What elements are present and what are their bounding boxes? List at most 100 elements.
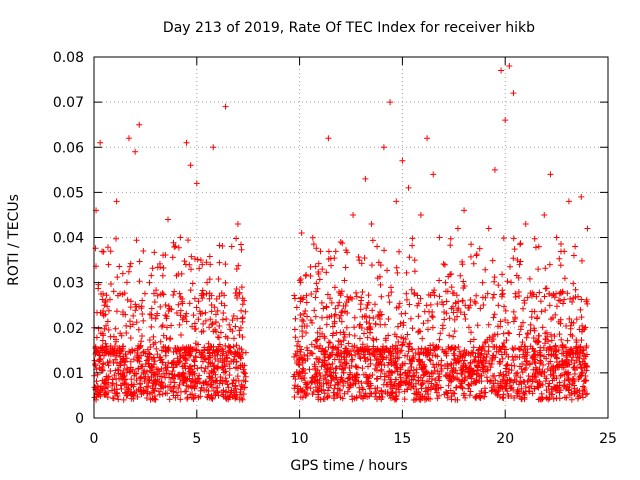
noise-point — [190, 395, 197, 402]
noise-point — [561, 383, 568, 390]
noise-point — [299, 316, 306, 323]
noise-point — [402, 335, 409, 342]
data-point — [541, 211, 548, 218]
noise-point — [202, 317, 209, 324]
data-point — [516, 261, 523, 268]
noise-point — [462, 394, 469, 401]
noise-point — [520, 319, 527, 326]
noise-point — [196, 378, 203, 385]
noise-point — [376, 394, 383, 401]
noise-point — [302, 393, 309, 400]
axis-ticks: 0 5 10 15 20 25 0 0.01 0.02 0.03 0.04 0.05 0.06 0.07 0… — [53, 50, 617, 447]
noise-point — [214, 307, 221, 314]
noise-point — [169, 368, 176, 375]
noise-point — [460, 363, 467, 370]
noise-point — [415, 356, 422, 363]
data-point — [380, 144, 387, 151]
noise-point — [373, 389, 380, 396]
noise-point — [495, 302, 502, 309]
noise-point — [185, 237, 192, 244]
noise-point — [154, 351, 161, 358]
data-point — [97, 139, 104, 146]
noise-point — [342, 365, 349, 372]
noise-point — [532, 371, 539, 378]
noise-point — [372, 321, 379, 328]
noise-point — [93, 334, 100, 341]
noise-point — [127, 318, 134, 325]
noise-point — [455, 344, 462, 351]
noise-point — [453, 360, 460, 367]
noise-point — [309, 234, 316, 241]
noise-point — [542, 335, 549, 342]
noise-point — [543, 355, 550, 362]
noise-point — [208, 344, 215, 351]
noise-point — [313, 280, 320, 287]
noise-point — [163, 313, 170, 320]
noise-point — [379, 345, 386, 352]
noise-point — [410, 353, 417, 360]
noise-point — [434, 382, 441, 389]
noise-point — [353, 395, 360, 402]
noise-point — [203, 259, 210, 266]
noise-point — [223, 378, 230, 385]
noise-point — [144, 390, 151, 397]
noise-point — [97, 388, 104, 395]
noise-point — [162, 348, 169, 355]
noise-point — [467, 297, 474, 304]
noise-point — [448, 271, 455, 278]
noise-point — [529, 390, 536, 397]
noise-point — [484, 367, 491, 374]
noise-point — [499, 287, 506, 294]
noise-point — [583, 377, 590, 384]
noise-point — [163, 367, 170, 374]
noise-point — [581, 384, 588, 391]
data-point — [559, 288, 566, 295]
noise-point — [531, 327, 538, 334]
noise-point — [221, 362, 228, 369]
noise-point — [417, 394, 424, 401]
noise-point — [135, 326, 142, 333]
noise-point — [452, 367, 459, 374]
noise-point — [393, 392, 400, 399]
noise-point — [557, 297, 564, 304]
noise-point — [564, 348, 571, 355]
noise-point — [503, 368, 510, 375]
noise-point — [341, 333, 348, 340]
noise-point — [463, 364, 470, 371]
noise-point — [578, 337, 585, 344]
data-point — [485, 225, 492, 232]
noise-point — [177, 353, 184, 360]
noise-point — [461, 311, 468, 318]
noise-point — [188, 253, 195, 260]
noise-point — [320, 305, 327, 312]
noise-point — [152, 339, 159, 346]
noise-point — [553, 375, 560, 382]
data-point — [578, 193, 585, 200]
noise-point — [574, 353, 581, 360]
noise-point — [520, 389, 527, 396]
noise-point — [366, 314, 373, 321]
data-point — [547, 171, 554, 178]
noise-point — [303, 299, 310, 306]
noise-point — [502, 346, 509, 353]
noise-point — [176, 381, 183, 388]
noise-point — [224, 355, 231, 362]
noise-point — [343, 360, 350, 367]
noise-point — [237, 241, 244, 248]
noise-point — [111, 347, 118, 354]
noise-point — [444, 394, 451, 401]
noise-point — [577, 361, 584, 368]
noise-point — [516, 293, 523, 300]
noise-point — [334, 392, 341, 399]
noise-point — [556, 331, 563, 338]
noise-point — [132, 307, 139, 314]
noise-point — [208, 301, 215, 308]
noise-point — [151, 393, 158, 400]
noise-point — [349, 295, 356, 302]
noise-point — [294, 385, 301, 392]
noise-point — [104, 303, 111, 310]
noise-point — [326, 368, 333, 375]
noise-point — [563, 323, 570, 330]
data-point — [491, 166, 498, 173]
noise-point — [114, 292, 121, 299]
